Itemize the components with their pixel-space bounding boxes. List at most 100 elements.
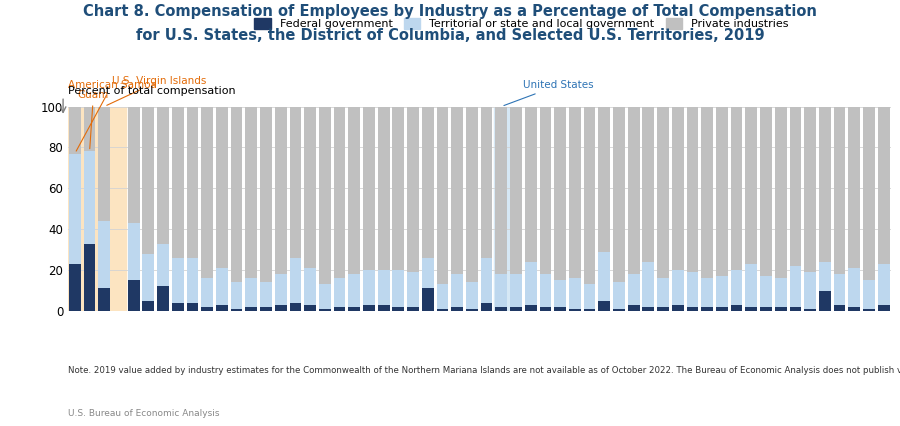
Bar (230, 309, 242, 311)
Bar (494, 106, 508, 311)
Bar (186, 258, 198, 303)
Bar (775, 106, 787, 278)
Bar (613, 309, 625, 311)
Bar (158, 286, 169, 311)
Bar (98, 288, 110, 311)
Bar (128, 223, 140, 280)
Bar (849, 307, 860, 311)
Bar (805, 106, 816, 272)
Bar (878, 264, 889, 305)
Bar (849, 268, 860, 307)
Bar (69, 264, 81, 311)
Bar (569, 106, 580, 278)
Bar (172, 258, 184, 303)
Bar (525, 262, 536, 305)
Bar (451, 274, 464, 307)
Bar (186, 106, 198, 258)
Bar (142, 106, 154, 254)
Bar (716, 307, 728, 311)
Bar (378, 305, 390, 311)
Bar (69, 106, 81, 153)
Bar (274, 106, 286, 274)
Bar (775, 278, 787, 307)
Bar (598, 252, 610, 301)
Bar (407, 272, 419, 307)
Bar (407, 307, 419, 311)
Bar (775, 307, 787, 311)
Text: United States: United States (504, 80, 594, 106)
Bar (657, 278, 669, 307)
Bar (246, 307, 257, 311)
Text: Guam: Guam (77, 90, 109, 149)
Bar (319, 285, 330, 309)
Bar (98, 106, 110, 221)
Bar (643, 106, 654, 262)
Bar (716, 106, 728, 276)
Bar (142, 301, 154, 311)
Bar (319, 106, 330, 285)
Bar (348, 274, 360, 307)
Text: for U.S. States, the District of Columbia, and Selected U.S. Territories, 2019: for U.S. States, the District of Columbi… (136, 28, 764, 43)
Bar (628, 106, 640, 274)
Bar (613, 106, 625, 282)
Bar (230, 282, 242, 309)
Bar (436, 309, 448, 311)
Bar (319, 309, 330, 311)
Bar (274, 305, 286, 311)
Bar (863, 309, 875, 311)
Bar (584, 106, 596, 285)
Bar (422, 288, 434, 311)
Bar (539, 307, 552, 311)
Bar (643, 307, 654, 311)
Bar (613, 282, 625, 309)
Bar (422, 258, 434, 288)
Bar (481, 106, 492, 258)
Bar (760, 307, 772, 311)
Bar (539, 274, 552, 307)
Bar (202, 278, 213, 307)
Bar (128, 280, 140, 311)
Bar (525, 106, 536, 262)
Bar (672, 106, 684, 270)
Text: U.S. Virgin Islands: U.S. Virgin Islands (107, 76, 206, 105)
Bar (363, 305, 374, 311)
Bar (495, 274, 508, 307)
Bar (833, 305, 845, 311)
Bar (158, 106, 169, 244)
Bar (510, 106, 522, 274)
Bar (451, 106, 464, 274)
Bar (745, 106, 757, 264)
Bar (554, 106, 566, 280)
Bar (833, 106, 845, 274)
Bar (731, 270, 742, 305)
Bar (334, 307, 346, 311)
Bar (436, 285, 448, 309)
Bar (805, 272, 816, 309)
Bar (216, 106, 228, 268)
Bar (481, 258, 492, 303)
Bar (407, 106, 419, 272)
Bar (69, 153, 81, 264)
Text: Note. 2019 value added by industry estimates for the Commonwealth of the Norther: Note. 2019 value added by industry estim… (68, 366, 900, 375)
Bar (260, 106, 272, 282)
Bar (348, 106, 360, 274)
Text: Chart 8. Compensation of Employees by Industry as a Percentage of Total Compensa: Chart 8. Compensation of Employees by In… (83, 4, 817, 19)
Bar (363, 270, 374, 305)
Bar (789, 307, 801, 311)
Bar (98, 221, 110, 288)
Bar (290, 106, 302, 258)
Bar (84, 106, 95, 152)
Bar (260, 307, 272, 311)
Legend: Federal government, Territorial or state and local government, Private industrie: Federal government, Territorial or state… (254, 18, 788, 29)
Bar (525, 305, 536, 311)
Bar (392, 270, 404, 307)
Bar (436, 106, 448, 285)
Bar (334, 106, 346, 278)
Bar (745, 264, 757, 307)
Bar (304, 106, 316, 268)
Bar (819, 106, 831, 262)
Bar (789, 266, 801, 307)
Bar (142, 254, 154, 301)
Bar (202, 106, 213, 278)
Bar (246, 106, 257, 278)
